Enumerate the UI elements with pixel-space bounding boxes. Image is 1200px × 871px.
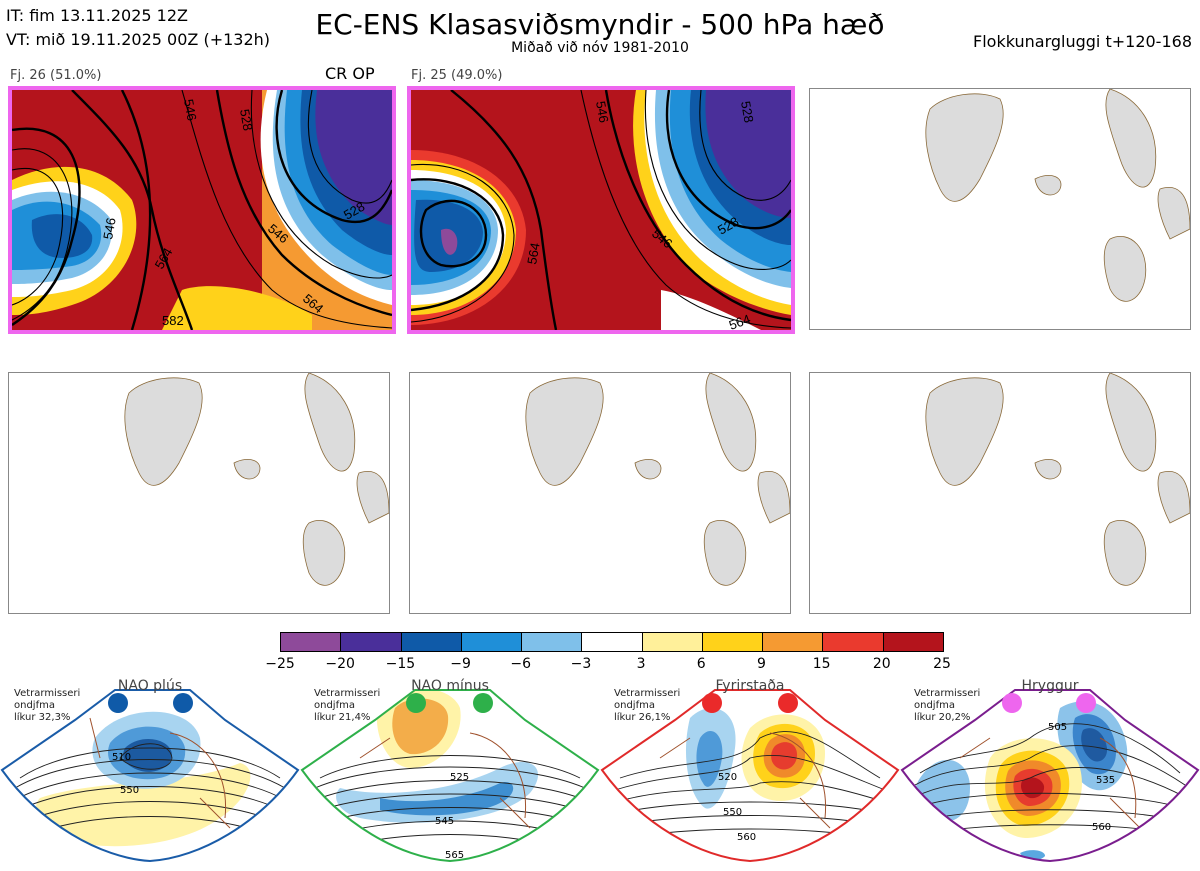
regime-3-map: 520 550 560 [600, 689, 900, 863]
init-time: IT: fim 13.11.2025 12Z [6, 6, 188, 25]
panel-1-contour-label: 546 [100, 217, 119, 241]
page-subtitle: Miðað við nóv 1981-2010 [511, 40, 689, 56]
regime-4-map: 505 535 560 [900, 689, 1200, 863]
panel-2-contour-label: 528 [738, 100, 757, 124]
regime-title: NAO plús [117, 678, 183, 694]
regime-title: Fyrirstaða [715, 678, 785, 694]
regime-note: Vetrarmisseri ondjfma líkur 26,1% [614, 688, 681, 723]
regime-dot [173, 693, 193, 713]
regime-dot [1002, 693, 1022, 713]
cluster-panel-3[interactable] [809, 88, 1191, 330]
panel-2-label: Fj. 25 (49.0%) [411, 68, 503, 83]
regime-ridge[interactable]: 505 535 560 Hryggur Vetrarmisseri ondjfm… [900, 678, 1200, 868]
regime-1-contour-label: 550 [120, 785, 139, 796]
regime-3-contour-label: 520 [718, 772, 737, 783]
colorbar-tick: −9 [450, 656, 471, 672]
regime-2-map: 525 545 565 [300, 689, 600, 863]
regime-frame [0, 689, 300, 863]
colorbar-swatch [401, 633, 462, 651]
cluster-2-map: 546 564 528 546 564 528 [411, 90, 791, 330]
empty-map-3 [925, 89, 1190, 302]
colorbar-swatch [281, 633, 342, 651]
panel-2-contour-label: 546 [593, 100, 612, 124]
colorbar-swatch [341, 633, 402, 651]
colorbar-swatch [702, 633, 764, 651]
cluster-1-map: 528 546 564 582 546 528 546 564 [12, 90, 392, 330]
regime-3-contour-label: 550 [723, 807, 742, 818]
regime-dot [473, 693, 493, 713]
colorbar-swatch [461, 633, 523, 651]
empty-map-6 [925, 373, 1190, 586]
regime-note: Vetrarmisseri ondjfma líkur 32,3% [14, 688, 81, 723]
colorbar-swatch [823, 633, 884, 651]
regime-frame [600, 689, 900, 863]
regime-dot [406, 693, 426, 713]
colorbar-tick: −20 [325, 656, 355, 672]
colorbar-tick: −15 [385, 656, 416, 672]
regime-blocking[interactable]: 520 550 560 Fyrirstaða Vetrarmisseri ond… [600, 678, 900, 868]
regime-title: Hryggur [1021, 678, 1079, 694]
regime-dot [1076, 693, 1096, 713]
regime-dot [108, 693, 128, 713]
colorbar-tick: 9 [756, 656, 766, 672]
regime-note: Vetrarmisseri ondjfma líkur 20,2% [914, 688, 981, 723]
colorbar-swatch [642, 633, 703, 651]
regime-4-contour-label: 535 [1096, 775, 1115, 786]
regime-2-contour-label: 565 [445, 850, 464, 861]
panel-1-tag: CR OP [325, 64, 375, 83]
panel-2-contour-label: 564 [727, 311, 753, 330]
colorbar-swatch [883, 633, 943, 651]
panel-2-contour-label: 564 [524, 242, 543, 266]
regime-frame [300, 689, 600, 863]
regime-nao-minus[interactable]: 525 545 565 NAO mínus Vetrarmisseri ondj… [300, 678, 600, 868]
regime-dot [702, 693, 722, 713]
valid-time: VT: mið 19.11.2025 00Z (+132h) [6, 30, 271, 49]
regime-frame [900, 689, 1200, 863]
colorbar-tick: 6 [696, 656, 706, 672]
empty-map-5 [525, 373, 790, 586]
colorbar-tick: 3 [636, 656, 646, 672]
regime-4-contour-label: 505 [1048, 722, 1067, 733]
cluster-panel-5[interactable] [409, 372, 791, 614]
panel-1-contour-label: 528 [237, 108, 256, 132]
colorbar-tick: 20 [872, 656, 891, 672]
regime-3-contour-label: 560 [737, 832, 756, 843]
panel-1-contour-label: 546 [181, 98, 200, 122]
regime-note: Vetrarmisseri ondjfma líkur 21,4% [314, 688, 381, 723]
regime-1-contour-label: 510 [112, 752, 131, 763]
panel-1-label: Fj. 26 (51.0%) [10, 68, 102, 83]
regime-1-map: 510 550 [0, 689, 300, 863]
cluster-panel-6[interactable] [809, 372, 1191, 614]
colorbar [280, 632, 944, 652]
page-title: EC-ENS Klasasviðsmyndir - 500 hPa hæð [315, 8, 885, 41]
colorbar-swatch [522, 633, 583, 651]
classification-window: Flokkunargluggi t+120-168 [973, 32, 1192, 51]
regime-2-contour-label: 525 [450, 772, 469, 783]
colorbar-tick: −6 [510, 656, 532, 672]
regime-dot [778, 693, 798, 713]
regime-4-contour-label: 560 [1092, 822, 1111, 833]
cluster-panel-4[interactable] [8, 372, 390, 614]
colorbar-swatch [763, 633, 824, 651]
empty-map-4 [124, 373, 389, 586]
regime-title: NAO mínus [411, 678, 489, 694]
colorbar-tick: −25 [265, 656, 295, 672]
cluster-panel-1[interactable]: 528 546 564 582 546 528 546 564 [8, 86, 396, 334]
colorbar-swatch [582, 633, 643, 651]
colorbar-tick: 25 [933, 656, 951, 672]
cluster-panel-2[interactable]: 546 564 528 546 564 528 [407, 86, 795, 334]
regime-2-contour-label: 545 [435, 816, 454, 827]
colorbar-tick: 15 [812, 656, 831, 672]
regime-nao-plus[interactable]: 510 550 NAO plús Vetrarmisseri ondjfma l… [0, 678, 300, 868]
panel-1-contour-label: 582 [162, 313, 184, 328]
colorbar-tick: −3 [570, 656, 592, 672]
